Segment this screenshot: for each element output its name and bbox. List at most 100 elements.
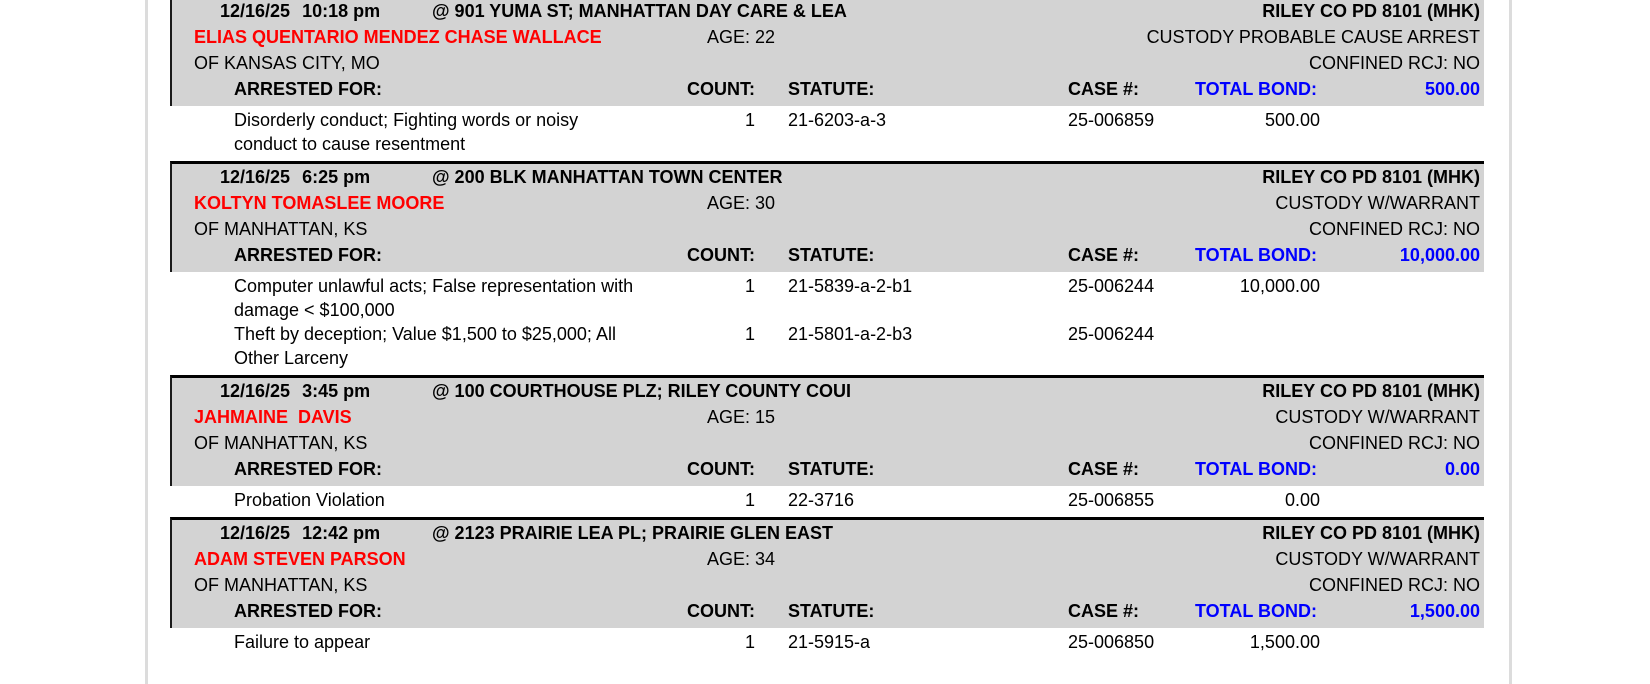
total-bond-label: TOTAL BOND: xyxy=(1195,601,1317,621)
total-bond-label: TOTAL BOND: xyxy=(1195,79,1317,99)
arrestee-name: JAHMAINE DAVIS xyxy=(194,407,352,427)
custody-type: CUSTODY PROBABLE CAUSE ARREST xyxy=(1146,27,1480,47)
arrested-for-label: ARRESTED FOR: xyxy=(234,79,382,99)
charge-row: Probation Violation 1 22-3716 25-006855 … xyxy=(170,488,1484,512)
charges-section: Failure to appear 1 21-5915-a 25-006850 … xyxy=(170,628,1484,659)
arrest-location: @ 2123 PRAIRIE LEA PL; PRAIRIE GLEN EAST xyxy=(432,523,833,543)
datetime-cell: 12/16/25 12:42 pm xyxy=(220,520,432,546)
arrest-date: 12/16/25 xyxy=(220,381,291,401)
datetime-row: 12/16/25 10:18 pm @ 901 YUMA ST; MANHATT… xyxy=(172,0,1484,24)
age-value: 22 xyxy=(755,27,776,47)
name-row: JAHMAINE DAVIS AGE: 15 CUSTODY W/WARRANT xyxy=(172,404,1484,430)
charge-row: Disorderly conduct; Fighting words or no… xyxy=(170,108,1484,156)
charge-statute: 21-5801-a-2-b3 xyxy=(788,324,913,344)
statute-column-header: STATUTE: xyxy=(788,459,875,479)
arrest-location: @ 100 COURTHOUSE PLZ; RILEY COUNTY COUI xyxy=(432,381,851,401)
charge-case-number: 25-006244 xyxy=(1068,324,1155,344)
datetime-row: 12/16/25 12:42 pm @ 2123 PRAIRIE LEA PL;… xyxy=(172,520,1484,546)
arrest-date: 12/16/25 xyxy=(220,167,291,187)
age-value: 30 xyxy=(755,193,776,213)
arrestee-origin: OF MANHATTAN, KS xyxy=(194,433,368,453)
charge-case-number: 25-006855 xyxy=(1068,490,1155,510)
arrestee-name: KOLTYN TOMASLEE MOORE xyxy=(194,193,445,213)
case-column-header: CASE #: xyxy=(1068,245,1140,265)
count-column-header: COUNT: xyxy=(687,601,755,621)
arrested-for-label: ARRESTED FOR: xyxy=(234,245,382,265)
columns-header-row: ARRESTED FOR: COUNT: STATUTE: CASE #: TO… xyxy=(172,598,1484,624)
arrest-location: @ 901 YUMA ST; MANHATTAN DAY CARE & LEA xyxy=(432,1,847,21)
agency-name: RILEY CO PD 8101 (MHK) xyxy=(1262,381,1480,401)
arrest-time: 6:25 pm xyxy=(302,167,371,187)
charge-bond: 10,000.00 xyxy=(1239,276,1320,296)
statute-column-header: STATUTE: xyxy=(788,601,875,621)
age-cell: AGE: 34 xyxy=(707,546,775,572)
datetime-row: 12/16/25 6:25 pm @ 200 BLK MANHATTAN TOW… xyxy=(172,164,1484,190)
arrest-date: 12/16/25 xyxy=(220,1,291,21)
charge-count: 1 xyxy=(744,110,755,130)
charge-row: Theft by deception; Value $1,500 to $25,… xyxy=(170,322,1484,370)
arrest-date: 12/16/25 xyxy=(220,523,291,543)
charge-count: 1 xyxy=(744,632,755,652)
name-row: ELIAS QUENTARIO MENDEZ CHASE WALLACE AGE… xyxy=(172,24,1484,50)
case-column-header: CASE #: xyxy=(1068,601,1140,621)
charge-statute: 21-6203-a-3 xyxy=(788,110,887,130)
age-label: AGE: xyxy=(707,549,751,569)
confined-status: CONFINED RCJ: NO xyxy=(1309,219,1480,239)
charges-section: Probation Violation 1 22-3716 25-006855 … xyxy=(170,486,1484,517)
confined-status: CONFINED RCJ: NO xyxy=(1309,575,1480,595)
arrestee-origin: OF KANSAS CITY, MO xyxy=(194,53,380,73)
datetime-cell: 12/16/25 6:25 pm xyxy=(220,164,432,190)
age-label: AGE: xyxy=(707,27,751,47)
case-column-header: CASE #: xyxy=(1068,79,1140,99)
arrest-record: 12/16/25 3:45 pm @ 100 COURTHOUSE PLZ; R… xyxy=(170,375,1484,517)
record-header: 12/16/25 3:45 pm @ 100 COURTHOUSE PLZ; R… xyxy=(170,375,1484,486)
name-row: KOLTYN TOMASLEE MOORE AGE: 30 CUSTODY W/… xyxy=(172,190,1484,216)
charge-statute: 22-3716 xyxy=(788,490,855,510)
charge-row: Failure to appear 1 21-5915-a 25-006850 … xyxy=(170,630,1484,654)
arrest-record: 12/16/25 10:18 pm @ 901 YUMA ST; MANHATT… xyxy=(170,0,1484,161)
arrested-for-label: ARRESTED FOR: xyxy=(234,459,382,479)
charge-case-number: 25-006244 xyxy=(1068,276,1155,296)
charge-description: Theft by deception; Value $1,500 to $25,… xyxy=(234,324,616,368)
age-cell: AGE: 22 xyxy=(707,24,775,50)
age-cell: AGE: 30 xyxy=(707,190,775,216)
charge-statute: 21-5915-a xyxy=(788,632,871,652)
arrestee-name: ADAM STEVEN PARSON xyxy=(194,549,406,569)
charge-description: Computer unlawful acts; False representa… xyxy=(234,276,634,320)
total-bond-value: 10,000.00 xyxy=(1399,245,1480,265)
total-bond-value: 500.00 xyxy=(1424,79,1480,99)
name-row: ADAM STEVEN PARSON AGE: 34 CUSTODY W/WAR… xyxy=(172,546,1484,572)
origin-row: OF KANSAS CITY, MO CONFINED RCJ: NO xyxy=(172,50,1484,76)
charge-count: 1 xyxy=(744,324,755,344)
record-header: 12/16/25 12:42 pm @ 2123 PRAIRIE LEA PL;… xyxy=(170,517,1484,628)
statute-column-header: STATUTE: xyxy=(788,79,875,99)
arrested-for-label: ARRESTED FOR: xyxy=(234,601,382,621)
charges-section: Computer unlawful acts; False representa… xyxy=(170,272,1484,375)
arrestee-origin: OF MANHATTAN, KS xyxy=(194,219,368,239)
arrest-time: 12:42 pm xyxy=(302,523,381,543)
charge-case-number: 25-006850 xyxy=(1068,632,1155,652)
total-bond-value: 0.00 xyxy=(1444,459,1480,479)
columns-header-row: ARRESTED FOR: COUNT: STATUTE: CASE #: TO… xyxy=(172,456,1484,482)
columns-header-row: ARRESTED FOR: COUNT: STATUTE: CASE #: TO… xyxy=(172,242,1484,268)
charge-description: Failure to appear xyxy=(234,632,371,652)
agency-name: RILEY CO PD 8101 (MHK) xyxy=(1262,523,1480,543)
statute-column-header: STATUTE: xyxy=(788,245,875,265)
charge-count: 1 xyxy=(744,276,755,296)
origin-row: OF MANHATTAN, KS CONFINED RCJ: NO xyxy=(172,216,1484,242)
confined-status: CONFINED RCJ: NO xyxy=(1309,433,1480,453)
report-page: 12/16/25 10:18 pm @ 901 YUMA ST; MANHATT… xyxy=(145,0,1512,684)
age-value: 34 xyxy=(755,549,776,569)
custody-type: CUSTODY W/WARRANT xyxy=(1275,549,1480,569)
total-bond-label: TOTAL BOND: xyxy=(1195,245,1317,265)
charge-bond: 1,500.00 xyxy=(1249,632,1320,652)
charge-count: 1 xyxy=(744,490,755,510)
charge-description: Probation Violation xyxy=(234,490,385,510)
charge-case-number: 25-006859 xyxy=(1068,110,1155,130)
arrest-location: @ 200 BLK MANHATTAN TOWN CENTER xyxy=(432,167,783,187)
custody-type: CUSTODY W/WARRANT xyxy=(1275,193,1480,213)
charges-section: Disorderly conduct; Fighting words or no… xyxy=(170,106,1484,161)
arrest-record: 12/16/25 6:25 pm @ 200 BLK MANHATTAN TOW… xyxy=(170,161,1484,375)
arrest-time: 3:45 pm xyxy=(302,381,371,401)
agency-name: RILEY CO PD 8101 (MHK) xyxy=(1262,167,1480,187)
